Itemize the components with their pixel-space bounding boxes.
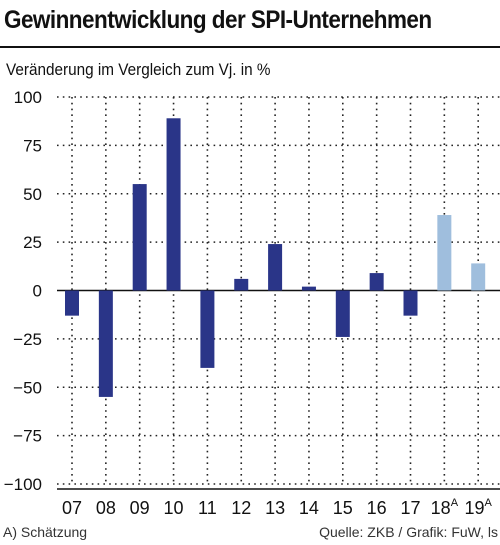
x-tick-label: 11 xyxy=(198,498,217,518)
bar xyxy=(65,290,79,316)
y-tick-label: 75 xyxy=(23,136,42,155)
bar xyxy=(166,118,181,291)
bar xyxy=(471,263,486,291)
bar xyxy=(268,244,283,291)
y-tick-label: −25 xyxy=(13,330,42,349)
bar xyxy=(200,290,215,368)
y-tick-label: 100 xyxy=(14,88,42,107)
x-tick-label: 09 xyxy=(130,498,150,518)
bar xyxy=(98,290,113,397)
x-tick-label: 19A xyxy=(465,497,493,518)
x-tick-label: 15 xyxy=(333,498,353,518)
bar xyxy=(437,215,452,291)
x-tick-label: 14 xyxy=(299,498,319,518)
x-tick-label: 13 xyxy=(265,498,285,518)
y-tick-label: −100 xyxy=(4,475,42,494)
footnote-source: Quelle: ZKB / Grafik: FuW, ls xyxy=(319,524,498,540)
x-tick-label: 07 xyxy=(62,498,82,518)
title-rule xyxy=(0,46,500,48)
chart-title: Gewinnentwicklung der SPI-Unternehmen xyxy=(4,6,432,34)
x-tick-label: 18A xyxy=(431,497,459,518)
bar xyxy=(132,184,147,291)
x-tick-label: 17 xyxy=(400,498,420,518)
x-tick-label: 16 xyxy=(367,498,387,518)
y-tick-label: 50 xyxy=(23,185,42,204)
y-tick-label: 0 xyxy=(33,282,42,301)
y-tick-label: −75 xyxy=(13,427,42,446)
x-tick-label: 08 xyxy=(96,498,116,518)
x-tick-label: 10 xyxy=(164,498,184,518)
bar xyxy=(335,290,350,337)
bar xyxy=(369,273,384,291)
bar xyxy=(234,278,249,291)
y-tick-label: −50 xyxy=(13,378,42,397)
bar xyxy=(301,286,316,291)
x-tick-label: 12 xyxy=(231,498,251,518)
footnote-estimate: A) Schätzung xyxy=(3,524,88,540)
bar xyxy=(403,290,418,316)
chart-subtitle: Veränderung im Vergleich zum Vj. in % xyxy=(6,60,271,79)
y-tick-label: 25 xyxy=(23,233,42,252)
